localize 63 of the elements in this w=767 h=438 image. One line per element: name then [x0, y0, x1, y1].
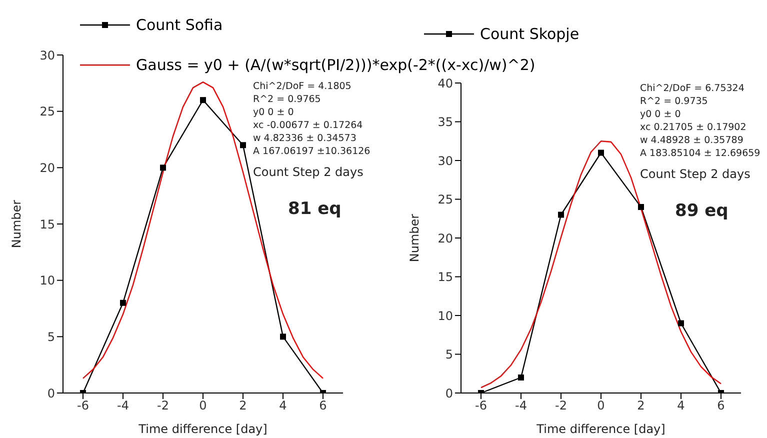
point — [678, 320, 684, 326]
y-tick-label: 30 — [40, 48, 55, 62]
y-tick-label: 0 — [47, 386, 55, 400]
y-tick-label: 20 — [40, 160, 55, 175]
annotation: w 4.82336 ± 0.34573 — [253, 132, 358, 145]
point — [638, 204, 644, 210]
y-tick-label: 25 — [40, 104, 55, 119]
point — [120, 300, 126, 306]
x-tick-label: 2 — [637, 398, 645, 413]
y-tick-label: 15 — [438, 270, 453, 284]
x-tick-label: -2 — [555, 398, 567, 413]
annotation: Count Step 2 days — [640, 167, 752, 181]
annotation: y0 0 ± 0 — [640, 108, 682, 121]
annotation: Chi^2/DoF = 4.1805 — [253, 80, 352, 93]
y-tick-label: 35 — [438, 115, 453, 130]
x-tick-label: -4 — [515, 398, 527, 413]
point — [160, 164, 166, 171]
legend-label: Count Sofia — [136, 16, 223, 34]
annotation: w 4.48928 ± 0.35789 — [640, 134, 744, 147]
x-tick-label: 4 — [279, 398, 287, 413]
x-tick-label: -2 — [157, 398, 169, 413]
annotation: R^2 = 0.9765 — [253, 93, 322, 106]
y-tick-label: 10 — [438, 308, 453, 323]
x-axis-title: Time difference [day] — [138, 422, 268, 436]
annotation: 89 eq — [675, 201, 730, 221]
y-tick-label: 5 — [47, 330, 55, 344]
point — [558, 212, 564, 218]
y-tick-label: 10 — [40, 274, 55, 288]
annotation: y0 0 ± 0 — [253, 106, 295, 119]
y-tick-label: 20 — [438, 231, 453, 246]
y-tick-label: 15 — [40, 217, 55, 232]
point — [240, 142, 246, 148]
annotation: R^2 = 0.9735 — [640, 95, 709, 108]
annotation: 81 eq — [288, 199, 342, 219]
x-tick-label: 6 — [319, 398, 327, 413]
annotation: xc 0.21705 ± 0.17902 — [640, 121, 748, 134]
y-tick-label: 25 — [438, 192, 453, 207]
point — [518, 374, 524, 380]
y-tick-label: 30 — [438, 154, 453, 168]
x-tick-label: -6 — [77, 398, 89, 413]
annotation: A 183.85104 ± 12.69659 — [640, 147, 760, 160]
x-axis-title: Time difference [day] — [536, 422, 666, 436]
x-tick-label: -6 — [475, 398, 487, 413]
annotation: xc -0.00677 ± 0.17264 — [253, 119, 364, 132]
y-tick-label: 5 — [445, 348, 453, 362]
legend-label: Count Skopje — [480, 25, 580, 43]
x-tick-label: 6 — [717, 398, 725, 413]
x-tick-label: -4 — [117, 398, 129, 413]
point — [598, 150, 604, 156]
x-tick-label: 0 — [199, 398, 207, 413]
legend-label: Gauss = y0 + (A/(w*sqrt(PI/2)))*exp(-2*((x-xc)/w)^2) — [136, 56, 536, 74]
x-tick-label: 0 — [597, 398, 605, 413]
y-tick-label: 40 — [438, 76, 453, 90]
annotation: Chi^2/DoF = 6.75324 — [640, 82, 746, 95]
annotation: Count Step 2 days — [253, 165, 364, 179]
x-tick-label: 2 — [239, 398, 247, 413]
x-tick-label: 4 — [677, 398, 685, 413]
y-tick-label: 0 — [445, 386, 453, 400]
y-axis-title: Number — [407, 214, 422, 262]
annotation: A 167.06197 ±10.36126 — [253, 145, 370, 158]
y-axis-title: Number — [9, 200, 24, 248]
point — [200, 97, 206, 104]
point — [280, 334, 286, 340]
